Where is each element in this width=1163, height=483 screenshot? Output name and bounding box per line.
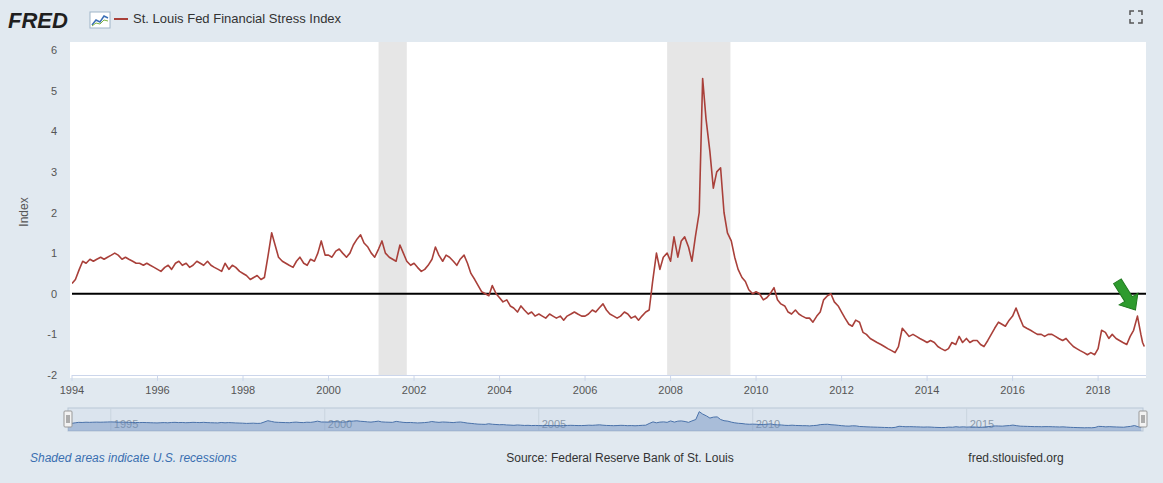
recession-note: Shaded areas indicate U.S. recessions (30, 451, 237, 465)
navigator-handle-grip (1144, 415, 1145, 423)
plot-area (70, 42, 1146, 378)
navigator-handle-grip (1142, 415, 1143, 423)
x-tick-label: 2000 (316, 384, 340, 396)
y-tick-label: 0 (51, 288, 57, 300)
y-tick-label: 1 (51, 247, 57, 259)
x-tick (585, 375, 586, 381)
navigator-handle (1139, 411, 1147, 427)
navigator-handle-box (64, 411, 72, 427)
x-tick (1012, 375, 1013, 381)
legend-swatch (114, 18, 128, 20)
y-tick (66, 375, 70, 376)
recession-band (379, 50, 407, 375)
x-tick (243, 375, 244, 381)
navigator-handle-grip (67, 415, 68, 423)
y-tick (66, 171, 70, 172)
x-tick (414, 375, 415, 381)
fullscreen-icon (1130, 11, 1142, 23)
recession-band-top (379, 42, 407, 50)
x-tick-label: 2004 (487, 384, 511, 396)
x-tick-label: 2014 (915, 384, 939, 396)
source: Source: Federal Reserve Bank of St. Loui… (506, 451, 733, 465)
brand-icon (90, 12, 110, 28)
y-tick (66, 334, 70, 335)
background (0, 0, 1163, 483)
reference-line (72, 293, 1146, 295)
y-tick-label: 4 (51, 125, 57, 137)
x-tick-label: 2002 (402, 384, 426, 396)
navigator-line (68, 412, 1141, 428)
brand-icon-line (92, 20, 108, 26)
x-axis-line (72, 375, 1146, 376)
x-tick-label: 1998 (231, 384, 255, 396)
x-tick (72, 375, 73, 381)
x-tick-label: 2018 (1086, 384, 1110, 396)
navigator-handle-box (1139, 411, 1147, 427)
y-tick (66, 253, 70, 254)
y-tick (66, 90, 70, 91)
y-tick-label: -2 (47, 369, 57, 381)
chart: FRED St. Louis Fed Financial Stress Index… (0, 0, 1163, 483)
series-line (72, 78, 1144, 354)
plot-marks (72, 50, 1146, 375)
y-tick (66, 293, 70, 294)
navigator-handle-grip (69, 415, 70, 423)
y-tick (66, 50, 70, 51)
x-tick (328, 375, 329, 381)
x-tick (670, 375, 671, 381)
legend-label: St. Louis Fed Financial Stress Index (133, 11, 342, 26)
recession-band-top (667, 42, 730, 50)
navigator-handle (64, 411, 72, 427)
url: fred.stlouisfed.org (968, 451, 1063, 465)
x-tick (499, 375, 500, 381)
x-tick (157, 375, 158, 381)
x-tick-label: 2016 (1000, 384, 1024, 396)
x-tick (756, 375, 757, 381)
y-tick-label: -1 (47, 328, 57, 340)
y-tick (66, 131, 70, 132)
x-tick (841, 375, 842, 381)
brand-icon-box (90, 12, 110, 28)
y-axis-label: Index (17, 197, 31, 226)
navigator (68, 408, 1143, 431)
x-tick-label: 2010 (744, 384, 768, 396)
x-tick (927, 375, 928, 381)
brand: FRED (8, 8, 68, 33)
x-tick-label: 1994 (60, 384, 84, 396)
y-tick (66, 212, 70, 213)
x-tick-label: 2008 (658, 384, 682, 396)
y-tick-label: 5 (51, 85, 57, 97)
y-tick-label: 6 (51, 44, 57, 56)
y-tick-label: 2 (51, 207, 57, 219)
y-tick-label: 3 (51, 166, 57, 178)
navigator-area (68, 412, 1141, 431)
x-tick-label: 1996 (145, 384, 169, 396)
x-tick-label: 2012 (829, 384, 853, 396)
annotation-arrow (1108, 275, 1145, 315)
x-tick (1098, 375, 1099, 381)
x-tick-label: 2006 (573, 384, 597, 396)
fullscreen-icon-path (1130, 11, 1142, 23)
brand-icon-line (92, 16, 108, 25)
